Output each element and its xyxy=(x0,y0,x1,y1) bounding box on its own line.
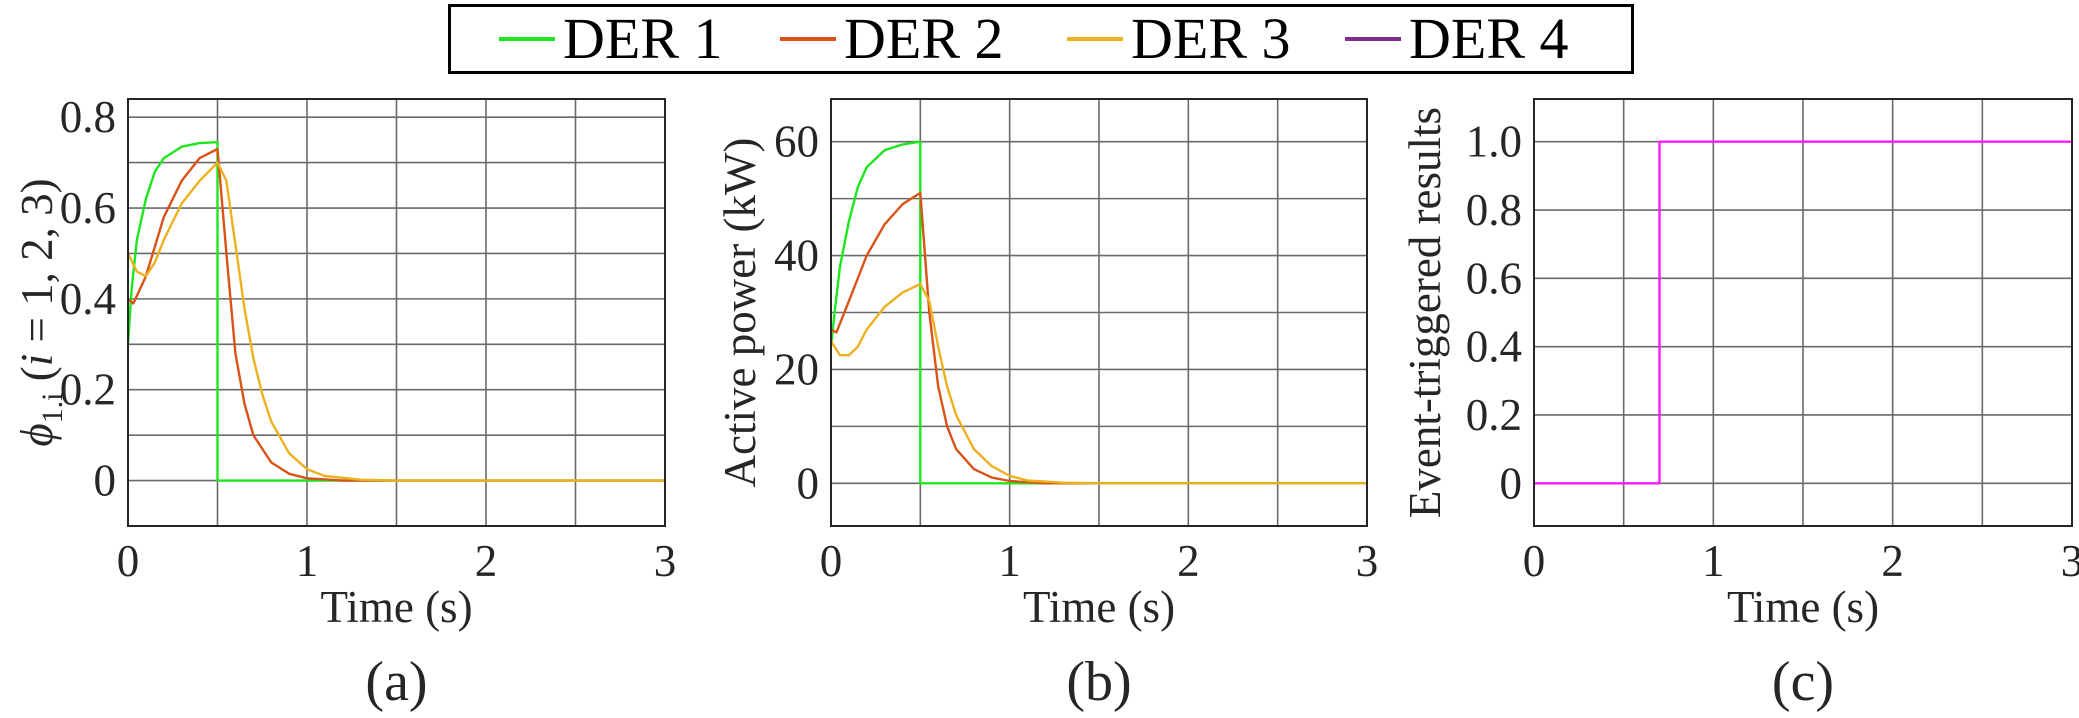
series-line-der1 xyxy=(829,140,1367,485)
legend-item-der1: DER 1 xyxy=(499,7,723,71)
panel-label: (c) xyxy=(1772,651,1834,713)
x-axis-label: Time (s) xyxy=(1727,582,1879,632)
legend-label: DER 2 xyxy=(844,6,1004,71)
y-tick-label: 0 xyxy=(94,456,117,506)
panel-label: (a) xyxy=(365,651,427,713)
series-line-der3 xyxy=(126,161,665,482)
panel-c: 0 1 2 3 0 0.2 0.4 0.6 0.8 1.0 Time (s) (c) Event-tri… xyxy=(1400,98,2079,713)
y-tick-label: 0.2 xyxy=(60,365,116,415)
axes-frame xyxy=(830,98,1368,527)
y-tick-label: 0 xyxy=(1500,458,1523,508)
y-tick-label: 0.4 xyxy=(1466,322,1522,372)
y-tick-label: 1.0 xyxy=(1466,117,1522,167)
x-axis-label: Time (s) xyxy=(320,582,472,632)
series-line-der2 xyxy=(830,191,1367,485)
x-tick-label: 1 xyxy=(1702,536,1725,586)
x-tick-label: 2 xyxy=(1177,536,1200,586)
x-tick-label: 0 xyxy=(1523,536,1546,586)
y-tick-label: 60 xyxy=(774,117,819,167)
legend-item-der3: DER 3 xyxy=(1067,7,1291,71)
series-line-der3 xyxy=(829,282,1367,485)
y-tick-label: 20 xyxy=(774,344,819,394)
x-axis-label: Time (s) xyxy=(1023,582,1175,632)
legend-label: DER 4 xyxy=(1409,6,1569,71)
legend-item-der4: DER 4 xyxy=(1345,7,1569,71)
y-tick-label: 0.8 xyxy=(1466,185,1522,235)
x-tick-label: 0 xyxy=(820,536,843,586)
series-line-der4 xyxy=(1534,140,2072,485)
y-label-paren: ( xyxy=(12,366,62,392)
y-tick-label: 0.2 xyxy=(1466,390,1522,440)
x-tick-label: 2 xyxy=(1881,536,1904,586)
x-tick-label: 1 xyxy=(296,536,319,586)
y-label-var: i xyxy=(12,354,62,367)
x-tick-label: 1 xyxy=(998,536,1021,586)
x-tick-label: 3 xyxy=(2061,536,2079,586)
y-tick-label: 0.8 xyxy=(60,92,116,142)
y-tick-label: 40 xyxy=(774,231,819,281)
x-tick-label: 2 xyxy=(475,536,498,586)
legend: DER 1 DER 2 DER 3 DER 4 xyxy=(448,4,1634,74)
y-label-symbol: ϕ xyxy=(12,423,62,446)
y-axis-label: Event-triggered results xyxy=(1400,107,1450,518)
y-tick-label: 0 xyxy=(797,458,820,508)
y-label-subscript: 1.i xyxy=(36,393,69,424)
y-label-rest: = 1, 2, 3) xyxy=(12,178,62,353)
legend-swatch-der2 xyxy=(780,37,836,41)
y-tick-label: 0.4 xyxy=(60,274,116,324)
axes-frame xyxy=(1533,98,2073,527)
panel-b: 0 1 2 3 0 20 40 60 Time (s) (b) Active power (kW) xyxy=(715,98,1379,713)
series-line-der1 xyxy=(126,140,665,482)
panel-label: (b) xyxy=(1066,651,1131,713)
y-tick-label: 0.6 xyxy=(60,183,116,233)
legend-label: DER 1 xyxy=(563,6,723,71)
axes-frame xyxy=(127,98,666,527)
x-tick-label: 3 xyxy=(1356,536,1379,586)
legend-swatch-der4 xyxy=(1345,37,1401,41)
series-line-der2 xyxy=(127,147,665,482)
legend-label: DER 3 xyxy=(1131,6,1291,71)
y-tick-label: 0.6 xyxy=(1466,253,1522,303)
x-tick-label: 3 xyxy=(654,536,677,586)
panel-a: 0 1 2 3 0 0.2 0.4 0.6 0.8 Time (s) (a) ϕ1.i (i = 1,… xyxy=(12,92,676,713)
legend-item-der2: DER 2 xyxy=(780,7,1004,71)
y-axis-label: Active power (kW) xyxy=(715,138,765,488)
y-axis-label: ϕ1.i (i = 1, 2, 3) xyxy=(12,178,69,446)
legend-swatch-der1 xyxy=(499,37,555,41)
legend-swatch-der3 xyxy=(1067,37,1123,41)
x-tick-label: 0 xyxy=(117,536,140,586)
